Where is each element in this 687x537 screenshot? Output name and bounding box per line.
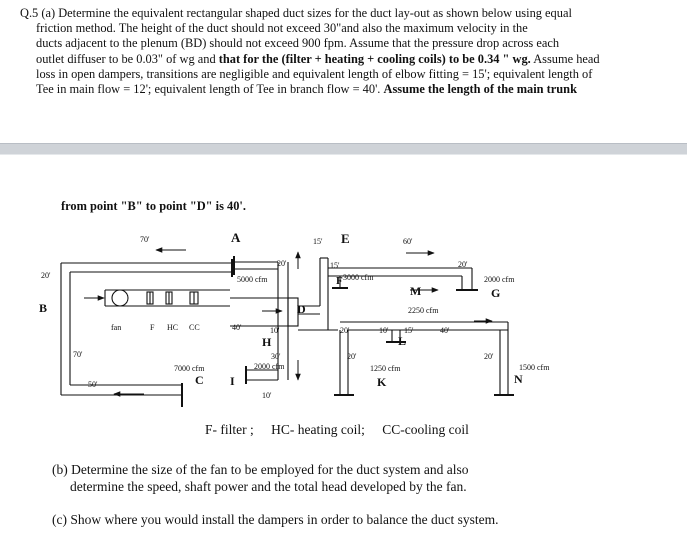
question-line-4c: Assume head bbox=[533, 51, 600, 66]
label-D: D bbox=[297, 302, 306, 316]
diagram-legend: F- filter ; HC- heating coil; CC-cooling… bbox=[205, 422, 483, 438]
length-lower-left: 70' bbox=[73, 350, 83, 359]
question-line-4: outlet diffuser to be 0.03" of wg and th… bbox=[20, 52, 670, 67]
flow-G: 2000 cfm bbox=[484, 275, 515, 284]
cooling-label: CC bbox=[189, 323, 200, 332]
label-F: F bbox=[336, 275, 343, 287]
heating-label: HC bbox=[167, 323, 178, 332]
filter-label: F bbox=[150, 323, 155, 332]
fan-symbol bbox=[111, 289, 129, 307]
legend-heating-coil: HC- heating coil; bbox=[271, 422, 365, 437]
fan-label: fan bbox=[111, 323, 121, 332]
label-E: E bbox=[341, 231, 350, 246]
length-K-drop: 20' bbox=[347, 352, 357, 361]
part-b-line-2: determine the speed, shaft power and the… bbox=[70, 479, 467, 494]
length-fan-to-D: 40' bbox=[232, 323, 242, 332]
question-line-6a: Tee in main flow = 12'; equivalent lengt… bbox=[36, 82, 381, 97]
legend-filter: F- filter ; bbox=[205, 422, 254, 437]
question-line-6: Tee in main flow = 12'; equivalent lengt… bbox=[20, 82, 670, 97]
flow-C: 7000 cfm bbox=[174, 364, 205, 373]
question-line-2: friction method. The height of the duct … bbox=[36, 21, 528, 36]
part-b-line-1: (b) Determine the size of the fan to be … bbox=[52, 462, 469, 477]
flow-A: 5000 cfm bbox=[237, 275, 268, 284]
question-line-5: loss in open dampers, transitions are ne… bbox=[36, 66, 593, 81]
length-E-elbow: 15' bbox=[313, 237, 323, 246]
length-top-left: 70' bbox=[140, 235, 150, 244]
question-line-6b: Assume the length of the main trunk bbox=[383, 82, 577, 97]
length-L-seg1: 20' bbox=[340, 326, 350, 335]
length-L-seg2: 10' bbox=[379, 326, 389, 335]
flow-F: 3000 cfm bbox=[343, 273, 374, 282]
part-c: (c) Show where you would install the dam… bbox=[52, 512, 499, 527]
label-M: M bbox=[410, 284, 421, 298]
length-G-drop: 20' bbox=[458, 260, 468, 269]
flow-M: 2250 cfm bbox=[408, 306, 439, 315]
part-b: (b) Determine the size of the fan to be … bbox=[52, 461, 469, 495]
question-line-3: ducts adjacent to the plenum (BD) should… bbox=[36, 36, 560, 51]
flow-N: 1500 cfm bbox=[519, 363, 550, 372]
label-B: B bbox=[39, 301, 47, 315]
length-N-drop: 20' bbox=[484, 352, 494, 361]
flow-H: 2000 cfm bbox=[254, 362, 285, 371]
label-H: H bbox=[262, 335, 272, 349]
label-G: G bbox=[491, 286, 500, 300]
length-E-top: 60' bbox=[403, 237, 413, 246]
length-L-seg3: 15' bbox=[404, 326, 414, 335]
label-K: K bbox=[377, 375, 387, 389]
question-line-4b: that for the (filter + heating + cooling… bbox=[218, 51, 531, 66]
label-I: I bbox=[230, 374, 235, 388]
label-C: C bbox=[195, 373, 204, 387]
page-separator bbox=[0, 143, 687, 155]
question-text: Q.5 (a) Determine the equivalent rectang… bbox=[20, 6, 670, 97]
legend-cooling-coil: CC-cooling coil bbox=[382, 422, 469, 437]
question-line-1: Q.5 (a) Determine the equivalent rectang… bbox=[20, 6, 572, 20]
length-H-lower: 30' bbox=[271, 352, 281, 361]
length-I-branch: 10' bbox=[262, 391, 272, 400]
length-left-vertical: 20' bbox=[41, 271, 51, 280]
question-continuation: from point "B" to point "D" is 40'. bbox=[61, 199, 246, 213]
length-A-branch: 20' bbox=[277, 259, 287, 268]
length-H-upper: 10' bbox=[270, 326, 280, 335]
label-A: A bbox=[231, 230, 241, 245]
label-N: N bbox=[514, 372, 523, 386]
length-L-seg4: 40' bbox=[440, 326, 450, 335]
length-bottom-left: 50' bbox=[88, 380, 98, 389]
length-F-drop: 15' bbox=[330, 261, 340, 270]
question-line-4a: outlet diffuser to be 0.03" of wg and bbox=[36, 51, 216, 66]
label-L: L bbox=[398, 334, 406, 348]
flow-K: 1250 cfm bbox=[370, 364, 401, 373]
